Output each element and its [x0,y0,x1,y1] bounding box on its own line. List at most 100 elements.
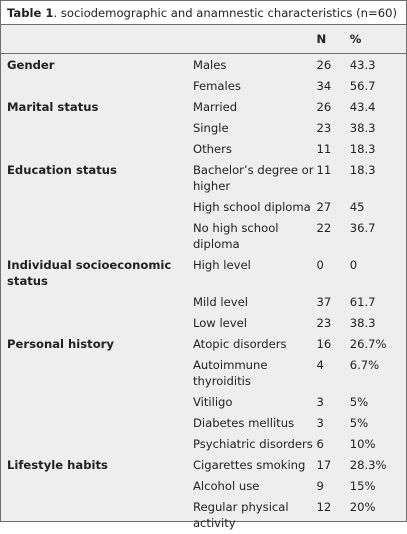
table-header-row: N % [1,25,406,54]
row-category: Education status [1,160,193,197]
row-item: Atopic disorders [193,334,317,355]
row-n: 16 [317,334,350,355]
header-category [1,25,193,54]
row-category: Gender [1,54,193,77]
row-percent: 61.7 [350,292,406,313]
row-item: Autoimmune thyroiditis [193,355,317,392]
row-n: 12 [317,497,350,534]
row-percent: 6.7% [350,355,406,392]
row-category [1,413,193,434]
row-category [1,355,193,392]
row-category: Marital status [1,97,193,118]
row-item: Vitiligo [193,392,317,413]
row-percent: 43.3 [350,54,406,77]
row-category: Lifestyle habits [1,455,193,476]
row-n: 11 [317,160,350,197]
row-percent: 18.3 [350,160,406,197]
row-category [1,392,193,413]
row-n: 17 [317,455,350,476]
caption-label: Table 1 [7,6,53,20]
table-container: Table 1. sociodemographic and anamnestic… [0,0,407,522]
table-caption: Table 1. sociodemographic and anamnestic… [1,1,406,25]
row-category [1,139,193,160]
row-percent: 18.3 [350,139,406,160]
row-n: 3 [317,392,350,413]
row-item: Cigarettes smoking [193,455,317,476]
row-percent: 10% [350,434,406,455]
row-item: Psychiatric disorders [193,434,317,455]
row-item: Diabetes mellitus [193,413,317,434]
row-percent: 5% [350,413,406,434]
row-percent: 43.4 [350,97,406,118]
row-n: 0 [317,255,350,292]
row-item: Regular physical activity [193,497,317,534]
row-n: 34 [317,76,350,97]
row-item: Others [193,139,317,160]
row-n: 26 [317,97,350,118]
row-item: Alcohol use [193,476,317,497]
row-percent: 26.7% [350,334,406,355]
row-category [1,497,193,534]
row-category [1,292,193,313]
row-item: Males [193,54,317,77]
row-category: Individual socioeconomic status [1,255,193,292]
row-item: High level [193,255,317,292]
row-percent: 20% [350,497,406,534]
row-n: 23 [317,313,350,334]
row-item: Low level [193,313,317,334]
row-item: No high school diploma [193,218,317,255]
row-item: Females [193,76,317,97]
row-category [1,118,193,139]
row-category [1,218,193,255]
row-percent: 36.7 [350,218,406,255]
row-percent: 56.7 [350,76,406,97]
row-n: 6 [317,434,350,455]
row-category: Personal history [1,334,193,355]
row-n: 4 [317,355,350,392]
row-percent: 38.3 [350,313,406,334]
row-percent: 45 [350,197,406,218]
header-item [193,25,317,54]
row-n: 9 [317,476,350,497]
row-n: 22 [317,218,350,255]
caption-text: . sociodemographic and anamnestic charac… [53,6,397,20]
row-percent: 5% [350,392,406,413]
row-n: 37 [317,292,350,313]
row-percent: 0 [350,255,406,292]
header-n: N [317,25,350,54]
row-n: 23 [317,118,350,139]
row-percent: 28.3% [350,455,406,476]
row-percent: 38.3 [350,118,406,139]
header-percent: % [350,25,406,54]
row-category [1,313,193,334]
row-category [1,76,193,97]
row-percent: 15% [350,476,406,497]
row-category [1,434,193,455]
row-n: 27 [317,197,350,218]
row-n: 11 [317,139,350,160]
row-item: High school diploma [193,197,317,218]
row-category [1,476,193,497]
row-n: 3 [317,413,350,434]
row-item: Married [193,97,317,118]
